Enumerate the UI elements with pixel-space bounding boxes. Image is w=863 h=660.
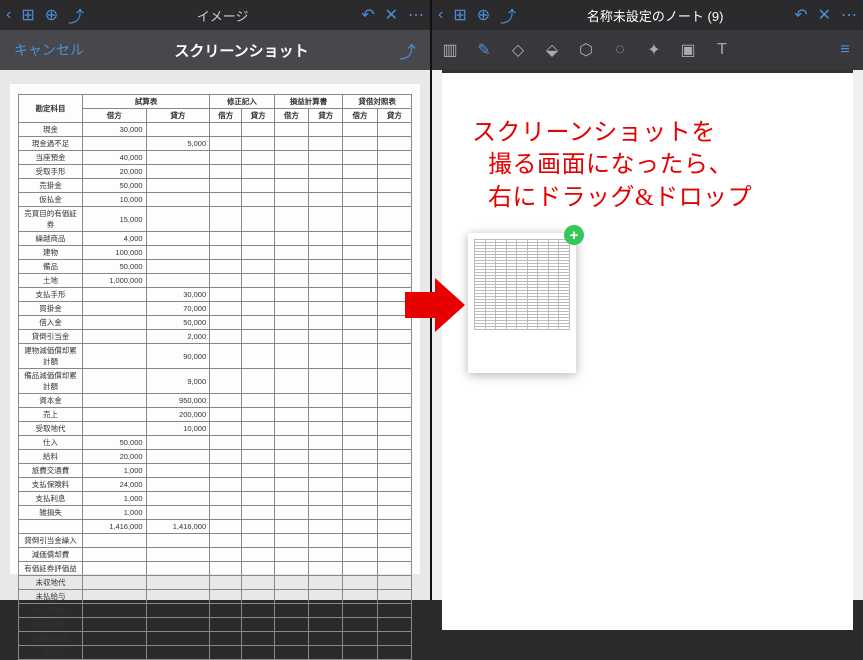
eraser-icon[interactable]: ◇: [508, 40, 528, 60]
doc-title: イメージ: [94, 6, 351, 25]
grid-icon-r[interactable]: ⊞: [453, 5, 466, 25]
more-icon[interactable]: ⋯: [408, 5, 424, 25]
more-icon-r[interactable]: ⋯: [841, 5, 857, 25]
right-topbar: ‹ ⊞ ⊕ ⤴ 名称未設定のノート (9) ↶ ✕ ⋯: [432, 0, 863, 30]
back-icon-r[interactable]: ‹: [438, 6, 443, 24]
screenshot-preview-area: 勘定科目試算表修正記入損益計算書貸借対照表借方貸方借方貸方借方貸方借方貸方 現金…: [0, 70, 430, 600]
star-icon[interactable]: ✦: [644, 40, 664, 60]
screenshot-modal-bar: キャンセル スクリーンショット ⤴: [0, 30, 430, 70]
note-toolbar: ▥ ✎ ◇ ⬙ ⬡ ◌ ✦ ▣ T ≡: [432, 30, 863, 70]
pen-icon[interactable]: ✎: [474, 40, 494, 60]
left-topbar: ‹ ⊞ ⊕ ⤴ イメージ ↶ ✕ ⋯: [0, 0, 430, 30]
highlighter-icon[interactable]: ⬙: [542, 40, 562, 60]
modal-title: スクリーンショット: [84, 40, 399, 61]
note-canvas-area: スクリーンショットを 撮る画面になったら、 右にドラッグ&ドロップ +: [432, 70, 863, 600]
menu-icon[interactable]: ≡: [835, 40, 855, 60]
arrow-icon: [400, 270, 470, 340]
note-page[interactable]: スクリーンショットを 撮る画面になったら、 右にドラッグ&ドロップ +: [442, 70, 853, 630]
close-icon-r[interactable]: ✕: [818, 5, 831, 25]
add-icon[interactable]: ⊕: [45, 5, 58, 25]
view-icon[interactable]: ▥: [440, 40, 460, 60]
image-icon[interactable]: ▣: [678, 40, 698, 60]
dragged-screenshot-thumb[interactable]: +: [468, 233, 576, 373]
share-icon-top[interactable]: ⤴: [68, 3, 84, 27]
handwritten-instruction: スクリーンショットを 撮る画面になったら、 右にドラッグ&ドロップ: [472, 117, 752, 214]
add-plus-icon: +: [564, 225, 584, 245]
share-icon[interactable]: ⤴: [399, 38, 416, 63]
cancel-button[interactable]: キャンセル: [14, 40, 84, 60]
shape-icon[interactable]: ⬡: [576, 40, 596, 60]
add-icon-r[interactable]: ⊕: [477, 5, 490, 25]
undo-icon-r[interactable]: ↶: [794, 5, 807, 25]
accounting-document[interactable]: 勘定科目試算表修正記入損益計算書貸借対照表借方貸方借方貸方借方貸方借方貸方 現金…: [10, 84, 420, 574]
back-icon[interactable]: ‹: [6, 6, 11, 24]
note-title: 名称未設定のノート (9): [526, 6, 784, 25]
accounting-table: 勘定科目試算表修正記入損益計算書貸借対照表借方貸方借方貸方借方貸方借方貸方 現金…: [18, 94, 412, 660]
text-icon[interactable]: T: [712, 40, 732, 60]
lasso-icon[interactable]: ◌: [610, 40, 630, 60]
share-icon-r[interactable]: ⤴: [500, 3, 516, 27]
close-icon[interactable]: ✕: [385, 5, 398, 25]
undo-icon[interactable]: ↶: [361, 5, 374, 25]
grid-icon[interactable]: ⊞: [21, 5, 34, 25]
